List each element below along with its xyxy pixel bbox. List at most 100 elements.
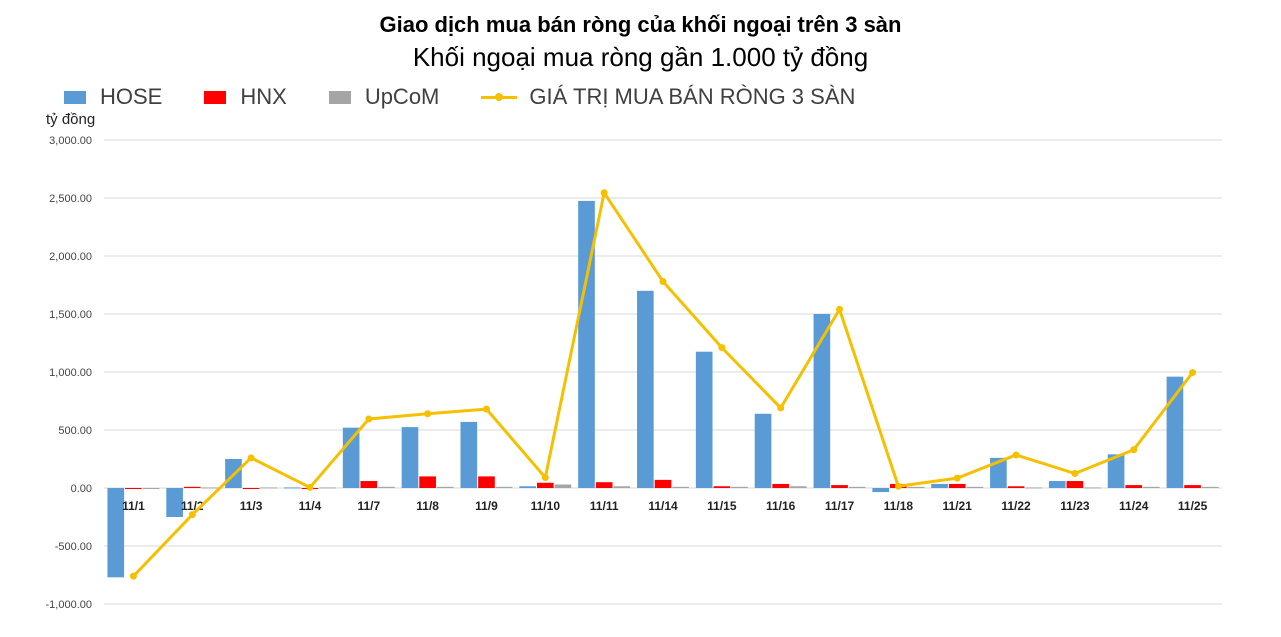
y-tick-label: 2,000.00 xyxy=(49,251,92,263)
line-point xyxy=(777,404,785,412)
bar-hnx xyxy=(831,485,848,488)
y-tick-label: 500.00 xyxy=(58,425,92,437)
x-tick-label: 11/18 xyxy=(884,499,914,513)
bar-hose xyxy=(990,457,1007,488)
bar-hnx xyxy=(1066,481,1084,488)
y-tick-label: 3,000.00 xyxy=(49,135,92,147)
y-tick-label: 1,000.00 xyxy=(49,367,92,379)
legend-item-upcom: UpCoM xyxy=(328,84,440,110)
line-point xyxy=(718,344,726,352)
x-tick-label: 11/9 xyxy=(475,499,498,513)
bar-upcom xyxy=(1201,486,1219,488)
line-total xyxy=(132,191,1194,578)
bar-upcom xyxy=(260,487,278,489)
x-tick-label: 11/24 xyxy=(1119,499,1149,513)
line-point xyxy=(1189,369,1197,377)
bar-hose xyxy=(1048,481,1066,488)
bar-hnx xyxy=(713,486,731,488)
line-point xyxy=(600,189,608,197)
bar-hnx xyxy=(183,486,201,488)
line-point xyxy=(836,305,844,313)
bar-upcom xyxy=(848,486,866,488)
bar-upcom xyxy=(790,486,807,488)
bar-hnx xyxy=(948,483,966,488)
bar-hnx xyxy=(1007,486,1025,488)
bar-upcom xyxy=(613,486,631,488)
bar-upcom xyxy=(907,486,925,488)
line-point xyxy=(188,511,196,519)
bar-upcom xyxy=(731,486,748,488)
line-point xyxy=(1071,470,1079,477)
bar-upcom xyxy=(201,487,219,489)
bar-hose xyxy=(342,427,360,488)
x-tick-label: 11/21 xyxy=(943,499,973,513)
legend-item-hnx: HNX xyxy=(204,84,287,110)
legend-item-hose: HOSE xyxy=(64,84,162,110)
bar-upcom xyxy=(142,488,160,489)
chart-subtitle: Khối ngoại mua ròng gần 1.000 tỷ đồng xyxy=(412,42,869,72)
line-point xyxy=(659,278,667,286)
y-tick-label: 2,500.00 xyxy=(49,193,92,205)
line-point xyxy=(424,410,432,418)
bar-hose xyxy=(1107,454,1125,488)
legend-label-hose: HOSE xyxy=(100,84,163,109)
bar-hose xyxy=(872,488,890,493)
x-tick-label: 11/15 xyxy=(707,499,737,513)
y-tick-label: -500.00 xyxy=(55,541,92,553)
x-tick-label: 11/14 xyxy=(648,499,678,513)
x-tick-label: 11/16 xyxy=(766,499,796,513)
x-tick-label: 11/8 xyxy=(416,499,439,513)
bar-hnx xyxy=(242,488,260,489)
line-point xyxy=(541,474,549,482)
bar-upcom xyxy=(436,486,454,488)
bar-upcom xyxy=(1143,486,1160,488)
x-tick-label: 11/10 xyxy=(531,499,561,513)
bar-hnx xyxy=(772,483,790,488)
x-tick-label: 11/17 xyxy=(825,499,855,513)
bar-hose xyxy=(283,487,301,489)
line-point xyxy=(129,572,137,580)
y-tick-label: 0.00 xyxy=(71,483,92,495)
bar-upcom xyxy=(966,486,984,488)
bar-hose xyxy=(166,488,183,517)
bar-upcom xyxy=(1084,487,1101,489)
bar-hnx xyxy=(595,482,613,488)
x-tick-label: 11/1 xyxy=(122,499,145,513)
legend-item-total: GIÁ TRỊ MUA BÁN RÒNG 3 SÀN xyxy=(481,84,855,110)
legend-label-hnx: HNX xyxy=(240,84,287,109)
line-point xyxy=(482,405,490,413)
x-tick-label: 11/25 xyxy=(1178,499,1208,513)
bar-upcom xyxy=(319,487,336,489)
bar-hose xyxy=(578,200,595,488)
line-point xyxy=(306,483,314,491)
bar-upcom xyxy=(1025,487,1043,489)
line-point xyxy=(1012,451,1020,459)
legend-swatch-hnx xyxy=(204,90,227,104)
y-tick-label: -1,000.00 xyxy=(46,599,92,611)
bar-hnx xyxy=(419,476,436,488)
line-point xyxy=(953,474,961,482)
x-tick-label: 11/23 xyxy=(1060,499,1090,513)
bar-hose xyxy=(695,351,713,488)
bar-hose xyxy=(813,314,831,488)
y-axis-unit-label: tỷ đồng xyxy=(46,111,96,128)
bar-hose xyxy=(637,290,654,488)
x-tick-label: 11/7 xyxy=(357,499,380,513)
bar-hose xyxy=(460,421,478,488)
legend-swatch-hose xyxy=(64,90,86,104)
bar-hnx xyxy=(1125,485,1143,488)
legend-swatch-upcom xyxy=(328,90,351,104)
legend-label-upcom: UpCoM xyxy=(364,84,440,109)
bar-hnx xyxy=(360,481,378,488)
x-tick-label: 11/22 xyxy=(1001,499,1031,513)
bar-hose xyxy=(401,427,419,488)
bar-hnx xyxy=(125,488,142,489)
bar-hose xyxy=(107,488,125,578)
legend-label-total: GIÁ TRỊ MUA BÁN RÒNG 3 SÀN xyxy=(529,84,856,109)
bar-hnx xyxy=(478,476,495,488)
bar-hnx xyxy=(1184,485,1201,488)
bar-hnx xyxy=(536,482,554,488)
line-point xyxy=(247,454,255,462)
x-tick-label: 11/4 xyxy=(299,499,322,513)
